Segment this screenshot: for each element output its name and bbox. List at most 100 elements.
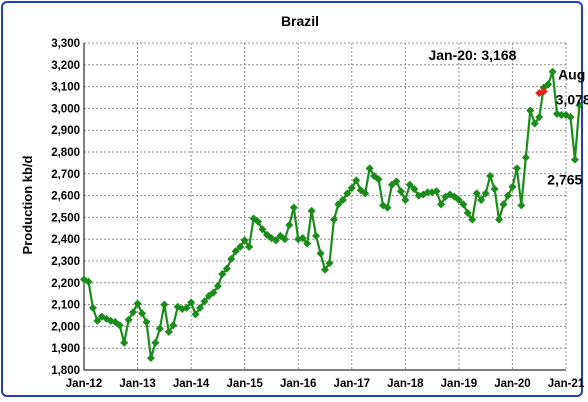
data-point — [472, 189, 481, 198]
data-point — [477, 195, 486, 204]
data-point — [566, 113, 575, 122]
data-point — [102, 314, 111, 323]
data-point — [84, 277, 93, 286]
labels: Brazil Production kb/d 1,800 1,900 2,000 2,… — [20, 13, 588, 390]
data-point — [361, 189, 370, 198]
data-point — [356, 186, 365, 195]
data-point — [133, 299, 142, 308]
data-point — [370, 171, 379, 181]
data-point — [437, 200, 446, 209]
data-point — [160, 300, 169, 309]
data-point — [142, 318, 151, 327]
data-point — [463, 209, 472, 218]
y-tick-label: 3,100 — [51, 82, 80, 94]
y-tick-label: 2,200 — [51, 278, 80, 290]
series-line-0 — [83, 70, 581, 360]
x-tick-label: Jan-16 — [280, 378, 316, 390]
data-point — [401, 195, 410, 204]
data-point — [254, 217, 263, 226]
data-point — [231, 247, 240, 256]
data-point — [450, 192, 459, 201]
data-point — [508, 182, 517, 191]
y-axis-label: Production kb/d — [20, 155, 35, 254]
data-point — [325, 259, 334, 268]
x-tick-label: Jan-17 — [334, 378, 370, 390]
data-point — [155, 324, 164, 333]
y-tick-label: 3,200 — [51, 60, 80, 72]
data-point — [459, 200, 468, 209]
annotation-label: 3,078 — [556, 91, 588, 107]
data-point — [365, 164, 374, 173]
data-point — [88, 303, 97, 312]
data-point — [249, 214, 258, 223]
data-point — [222, 264, 231, 273]
data-point — [236, 242, 245, 251]
data-point — [245, 242, 254, 251]
data-point — [124, 315, 133, 324]
data-point — [570, 155, 579, 164]
data-point — [173, 302, 182, 311]
data-point — [405, 180, 414, 189]
y-tick-label: 1,800 — [51, 365, 80, 377]
data-point — [209, 288, 218, 297]
data-point — [276, 231, 285, 240]
data-point — [218, 270, 227, 279]
data-point — [271, 236, 280, 245]
data-point — [320, 265, 330, 274]
data-point — [490, 185, 499, 194]
data-point — [164, 327, 173, 336]
y-tick-label: 2,900 — [51, 125, 80, 137]
data-point — [169, 321, 178, 330]
data-point — [316, 249, 325, 258]
y-tick-label: 2,000 — [51, 321, 80, 333]
data-point — [392, 177, 401, 186]
data-point — [378, 201, 388, 210]
x-tick-label: Jan-19 — [441, 378, 477, 390]
data-point — [334, 200, 343, 209]
data-point — [312, 231, 321, 240]
data-point — [329, 215, 338, 224]
data-point — [517, 201, 526, 210]
data-point — [182, 303, 191, 312]
data-point — [535, 113, 544, 122]
grid — [83, 42, 567, 371]
data-point — [352, 176, 361, 185]
chart-frame — [1, 1, 583, 397]
data-point — [280, 235, 289, 244]
data-point — [396, 187, 405, 196]
axes — [83, 43, 566, 371]
data-point — [387, 180, 396, 189]
x-tick-label: Jan-15 — [226, 378, 263, 390]
y-tick-label: 3,300 — [51, 38, 80, 50]
y-tick-label: 2,800 — [51, 147, 80, 159]
data-point — [468, 215, 477, 224]
x-tick-label: Jan-21 — [548, 378, 585, 390]
data-point — [200, 297, 209, 306]
data-point — [338, 195, 347, 204]
data-point — [151, 338, 160, 347]
data-point — [374, 175, 383, 184]
y-tick-label: 2,300 — [51, 256, 80, 268]
y-tick-label: 1,900 — [51, 343, 80, 355]
y-tick-label: 2,500 — [51, 212, 80, 224]
data-point — [486, 171, 495, 181]
data-point — [539, 87, 548, 96]
y-tick-label: 2,100 — [51, 300, 80, 312]
data-point — [432, 187, 441, 196]
data-point — [343, 189, 352, 198]
data-point — [97, 312, 106, 321]
data-point — [196, 303, 205, 312]
data-point — [79, 275, 89, 284]
data-point — [262, 230, 272, 239]
data-point — [347, 183, 356, 192]
annotation-label: Aug — [558, 66, 585, 82]
x-tick-label: Jan-20 — [494, 378, 530, 390]
data-point — [289, 203, 298, 212]
data-point — [410, 185, 419, 194]
data-point — [111, 318, 120, 327]
data-point — [303, 239, 312, 248]
chart-title: Brazil — [281, 13, 319, 29]
data-point — [454, 195, 463, 204]
annotation-label: 2,765 — [547, 172, 582, 188]
